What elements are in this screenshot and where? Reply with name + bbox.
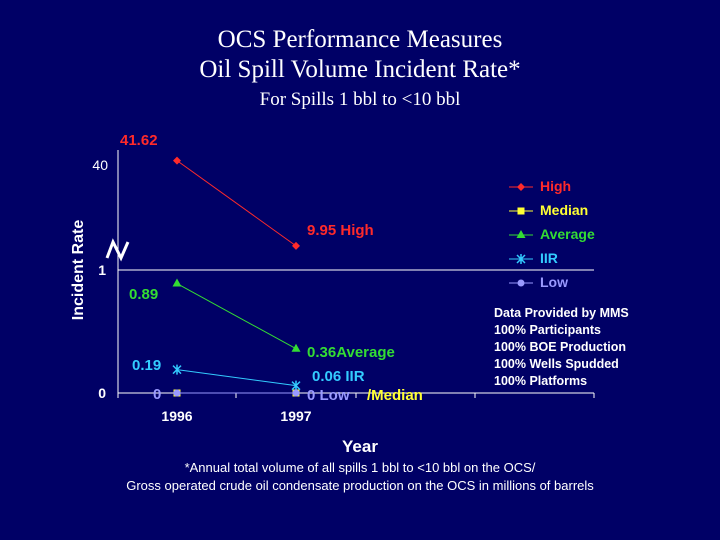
data-label-median: /Median [367, 387, 423, 404]
legend-label: Median [540, 202, 589, 218]
data-point-iir [172, 364, 182, 375]
y-tick-label: 1 [98, 262, 106, 278]
legend-marker-icon [509, 207, 533, 215]
legend-marker-icon [509, 230, 533, 238]
legend-item-median: Median [508, 202, 638, 220]
legend-marker-icon [509, 183, 533, 191]
series-line-average [176, 283, 297, 350]
y-tick-label: 40 [92, 157, 108, 173]
data-label-high: 41.62 [120, 132, 158, 149]
footnote-line1: *Annual total volume of all spills 1 bbl… [184, 460, 536, 475]
data-label-iir: 0.06 IIR [312, 368, 365, 385]
x-tick-label: 1996 [161, 408, 192, 424]
legend-label: IIR [540, 250, 558, 266]
data-label-iir: 0.19 [132, 357, 161, 374]
series-line-high [176, 160, 297, 247]
footnote-line2: Gross operated crude oil condensate prod… [126, 478, 594, 493]
data-point-average [291, 343, 301, 352]
provided-line: 100% Participants [494, 323, 601, 337]
data-point-high [292, 241, 300, 250]
legend-label: High [540, 178, 572, 194]
legend-marker-icon [509, 279, 533, 287]
data-label-low: 0 [153, 386, 161, 403]
legend-item-high: High [508, 178, 638, 196]
data-point-low [292, 389, 300, 397]
data-point-low [173, 389, 181, 397]
chart-title-line1: OCS Performance Measures [217, 26, 503, 53]
data-label-high: 9.95 High [307, 222, 374, 239]
y-axis-title: Incident Rate [70, 220, 87, 321]
y-tick-label: 0 [98, 385, 106, 401]
provided-line: 100% Wells Spudded [494, 357, 619, 371]
data-point-high [173, 156, 181, 165]
x-tick-label: 1997 [280, 408, 311, 424]
chart-title-line2: Oil Spill Volume Incident Rate* [199, 56, 521, 83]
provided-line: 100% BOE Production [494, 340, 626, 354]
legend-marker-icon [509, 254, 533, 264]
chart-subtitle: For Spills 1 bbl to <10 bbl [259, 89, 461, 110]
data-point-iir [291, 380, 301, 391]
legend-item-average: Average [508, 226, 638, 244]
data-label-average: 0.89 [129, 286, 158, 303]
data-label-low: 0 Low [307, 387, 350, 404]
data-provided-note: Data Provided by MMS 100% Participants 1… [494, 305, 629, 390]
legend-label: Average [540, 226, 595, 242]
provided-line: Data Provided by MMS [494, 306, 629, 320]
data-point-average [172, 278, 182, 287]
series-line-iir [176, 369, 297, 387]
data-label-average: 0.36Average [307, 344, 395, 361]
legend-item-low: Low [508, 274, 638, 292]
axis-break-icon [105, 238, 130, 262]
x-axis-title: Year [342, 437, 378, 456]
legend-item-iir: IIR [508, 250, 638, 268]
provided-line: 100% Platforms [494, 374, 588, 388]
legend-label: Low [540, 274, 568, 290]
